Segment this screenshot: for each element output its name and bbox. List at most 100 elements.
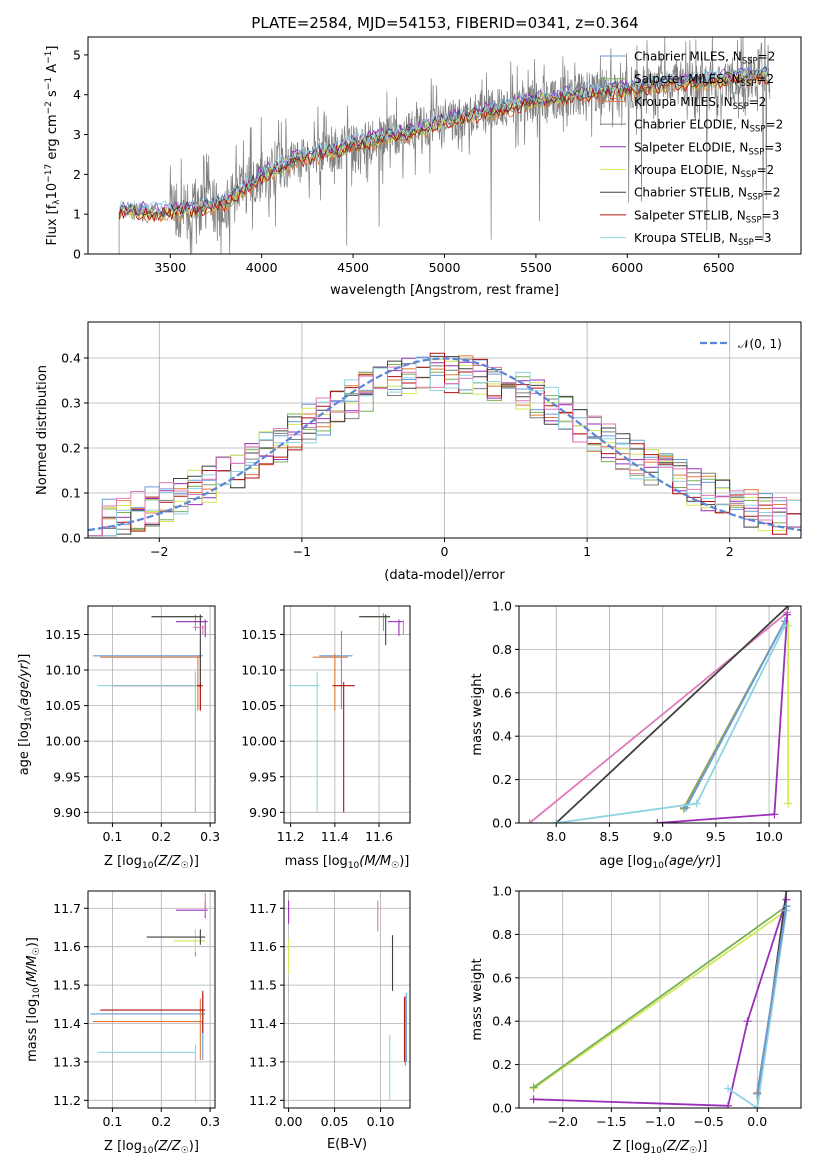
- x-axis-label: wavelength [Angstrom, rest frame]: [330, 283, 559, 298]
- x-axis-label: Z [log10(Z/Z☉)]: [104, 1139, 199, 1156]
- normal-distribution-curve: [88, 357, 801, 532]
- x-tick-label: −1: [293, 544, 311, 559]
- y-axis-label: Normed distribution: [35, 365, 50, 495]
- y-tick-label: 11.4: [249, 1016, 277, 1031]
- y-tick-label: 10.15: [45, 627, 81, 642]
- errorbar-point-salpeter_stelib: [100, 990, 206, 1034]
- mass_vs_ebv-axes: 0.00 0.05 0.10 11.2 11.3 11.4 11.5 11.6 11.7 E(B-…: [249, 890, 411, 1152]
- x-axis-label: Z [log10(Z/Z☉)]: [104, 854, 199, 871]
- x-tick-label: 0.05: [321, 1114, 349, 1129]
- histogram-salpeter_stelib: [88, 352, 801, 537]
- x-tick-label: 0.2: [151, 1114, 171, 1129]
- model-line-salpeter_stelib: [118, 72, 769, 222]
- x-tick-label: 0.3: [200, 1114, 220, 1129]
- y-tick-label: 11.3: [53, 1054, 81, 1069]
- legend-entry: Kroupa MILES, NSSP=2: [634, 95, 766, 112]
- weight_vs_age-plot-area: [525, 606, 793, 823]
- x-tick-label: 0.1: [102, 829, 122, 844]
- y-axis-label: Flux [fλ10−17 erg cm−2 s−1 A−1]: [44, 46, 62, 246]
- x-tick-label: 6000: [611, 260, 643, 275]
- y-tick-label: 10.05: [241, 698, 277, 713]
- errorbar-point-kroupa_miles: [92, 998, 203, 1060]
- x-tick-label: 0.00: [275, 1114, 303, 1129]
- weight-marker: [653, 819, 662, 823]
- weight-marker: [552, 819, 561, 823]
- x-tick-label: 5000: [429, 260, 461, 275]
- errorbar-point-kroupa_miles: [100, 655, 201, 711]
- weight-line-salpeter_miles: [533, 905, 787, 1089]
- legend-entry: Salpeter ELODIE, NSSP=3: [634, 140, 782, 157]
- weight_vs_age-axes: 8.0 8.5 9.0 9.5 10.0 0.0 0.2 0.4 0.6 0.8 1.0 age [l…: [470, 599, 802, 871]
- weight-marker: [782, 902, 791, 911]
- x-axis-label: age [log10(age/yr)]: [599, 854, 721, 871]
- observed-spectrum-line: [118, 37, 771, 254]
- age_vs_Z-plot-area: [92, 614, 208, 813]
- x-tick-label: 5500: [520, 260, 552, 275]
- x-tick-label: 0.2: [151, 829, 171, 844]
- y-tick-label: 1: [73, 207, 81, 222]
- x-tick-label: 8.0: [546, 829, 566, 844]
- y-tick-label: 2: [73, 167, 81, 182]
- x-axis-label: (data-model)/error: [384, 568, 505, 583]
- weight-line-kroupa_stelib: [727, 910, 788, 1108]
- legend-entry: Chabrier ELODIE, NSSP=2: [634, 118, 783, 135]
- weight-marker: [782, 891, 791, 895]
- weight-line-chabrier_miles: [756, 906, 788, 1095]
- residuals-axes: −2 −1 0 1 2 0.0 0.1 0.2 0.3 0.4 𝒩(0, 1) (data-model…: [35, 321, 802, 583]
- x-tick-label: 0.0: [747, 1114, 767, 1129]
- weight-marker: [784, 606, 793, 610]
- y-axis-label: mass weight: [470, 958, 485, 1040]
- y-tick-label: 11.6: [53, 939, 81, 954]
- weight-line-chabrier_miles: [685, 620, 786, 809]
- axes-frame: [283, 890, 411, 1109]
- x-axis-label: E(B-V): [327, 1137, 367, 1152]
- x-tick-label: 0: [441, 544, 449, 559]
- weight-marker: [724, 1101, 733, 1108]
- y-tick-label: 11.5: [53, 978, 81, 993]
- age_vs_mass-axes: 11.2 11.4 11.6 9.90 9.95 10.00 10.05 10.10 10.15…: [241, 605, 411, 871]
- mass_vs_Z-plot-area: [90, 892, 208, 1103]
- axes-frame: [283, 605, 411, 824]
- y-tick-label: 0.0: [492, 816, 512, 831]
- axes-frame: [518, 605, 802, 824]
- y-tick-label: 11.5: [249, 978, 277, 993]
- y-tick-label: 0.6: [492, 970, 512, 985]
- residuals-plot-area: [88, 352, 801, 537]
- y-tick-label: 0.2: [492, 1057, 512, 1072]
- y-tick-label: 0.2: [61, 441, 81, 456]
- errorbar-point-chabrier_stelib: [359, 614, 391, 646]
- y-tick-label: 0.3: [61, 396, 81, 411]
- errorbar-point-kroupa_stelib: [288, 671, 320, 813]
- y-tick-label: 11.7: [53, 901, 81, 916]
- y-tick-label: 10.00: [45, 734, 81, 749]
- x-tick-label: 3500: [154, 260, 186, 275]
- x-tick-label: 0.3: [200, 829, 220, 844]
- legend-entry: Chabrier STELIB, NSSP=2: [634, 186, 781, 203]
- legend-entry: 𝒩(0, 1): [738, 337, 782, 351]
- weight-marker: [525, 819, 534, 823]
- x-tick-label: 6500: [703, 260, 735, 275]
- x-tick-label: 11.6: [365, 829, 393, 844]
- y-tick-label: 10.10: [241, 663, 277, 678]
- x-tick-label: 9.0: [653, 829, 673, 844]
- errorbar-point-salpeter_elodie: [387, 619, 404, 636]
- y-tick-label: 1.0: [492, 884, 512, 899]
- legend-entry: Salpeter MILES, NSSP=2: [634, 72, 774, 89]
- y-tick-label: 4: [73, 87, 81, 102]
- x-axis-label: mass [log10(M/M☉)]: [285, 854, 410, 871]
- mass_vs_Z-axes: 0.1 0.2 0.3 11.2 11.3 11.4 11.5 11.6 11.7 Z [log1…: [25, 890, 220, 1156]
- x-tick-label: −2.0: [548, 1114, 578, 1129]
- x-tick-label: −2: [150, 544, 168, 559]
- weight-line-salpeter_elodie: [533, 899, 788, 1107]
- model-line-salpeter_miles: [118, 70, 769, 222]
- weight-line-kroupa_elodie: [533, 909, 787, 1090]
- y-tick-label: 11.4: [53, 1016, 81, 1031]
- y-tick-label: 10.00: [241, 734, 277, 749]
- spectrum-axes: 3500 4000 4500 5000 5500 6000 6500 0 1 2 3 4 5 Chabri…: [44, 36, 802, 298]
- y-tick-label: 3: [73, 127, 81, 142]
- errorbar-point-kroupa_stelib: [97, 1044, 197, 1103]
- x-tick-label: 11.4: [321, 829, 349, 844]
- x-tick-label: 4500: [337, 260, 369, 275]
- weight-marker: [743, 1017, 752, 1026]
- weight-marker: [692, 799, 701, 808]
